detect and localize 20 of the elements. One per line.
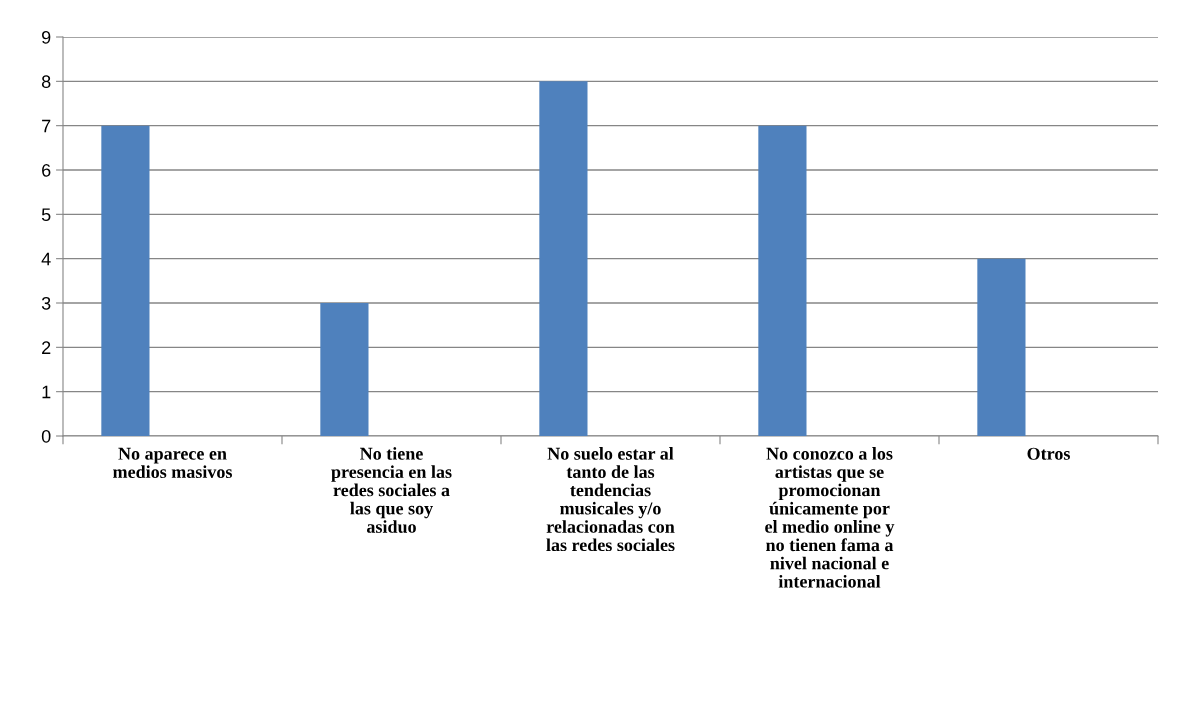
- y-tick-label: 8: [41, 75, 51, 89]
- bar: [539, 81, 588, 436]
- bar: [320, 303, 369, 436]
- x-tick-label: No aparece en medios masivos: [113, 447, 232, 479]
- y-tick-label: 1: [42, 385, 51, 399]
- y-tick-label: 3: [41, 296, 51, 310]
- y-tick-label: 2: [42, 341, 51, 354]
- x-tick-label: No conozco a los artistas que se promocionan únicamente por el medio online y no tienen fama a nivel nacional e internacional: [765, 447, 895, 588]
- bar: [977, 258, 1026, 436]
- y-tick-label: 4: [41, 252, 51, 266]
- y-tick-label: 0: [41, 429, 51, 443]
- x-tick-label: No tiene presencia en las redes sociales a las que soy asiduo: [331, 447, 452, 533]
- y-tick-label: 6: [42, 163, 51, 177]
- y-tick-label: 7: [42, 119, 51, 133]
- bar: [758, 125, 807, 436]
- x-tick-label: Otros: [1027, 447, 1070, 460]
- x-tick-label: No suelo estar al tanto de las tendencias musicales y/o relacionadas con las redes sociales: [546, 447, 675, 552]
- y-tick-label: 5: [41, 208, 51, 222]
- y-tick-label: 9: [42, 30, 51, 44]
- bar: [101, 125, 150, 436]
